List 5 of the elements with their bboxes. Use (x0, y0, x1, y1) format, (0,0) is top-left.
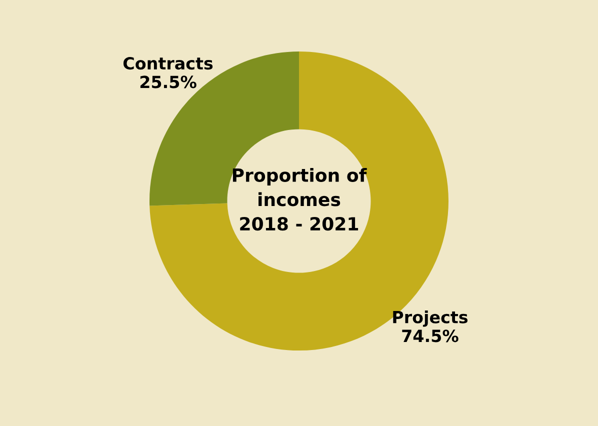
data-label: 74.5% (402, 330, 458, 342)
data-label: 25.5% (140, 76, 196, 88)
text: Proportion of incomes 2018 - 2021 (232, 168, 367, 231)
slice-label: Projects (393, 310, 468, 327)
slice-label: Contracts (123, 57, 213, 70)
